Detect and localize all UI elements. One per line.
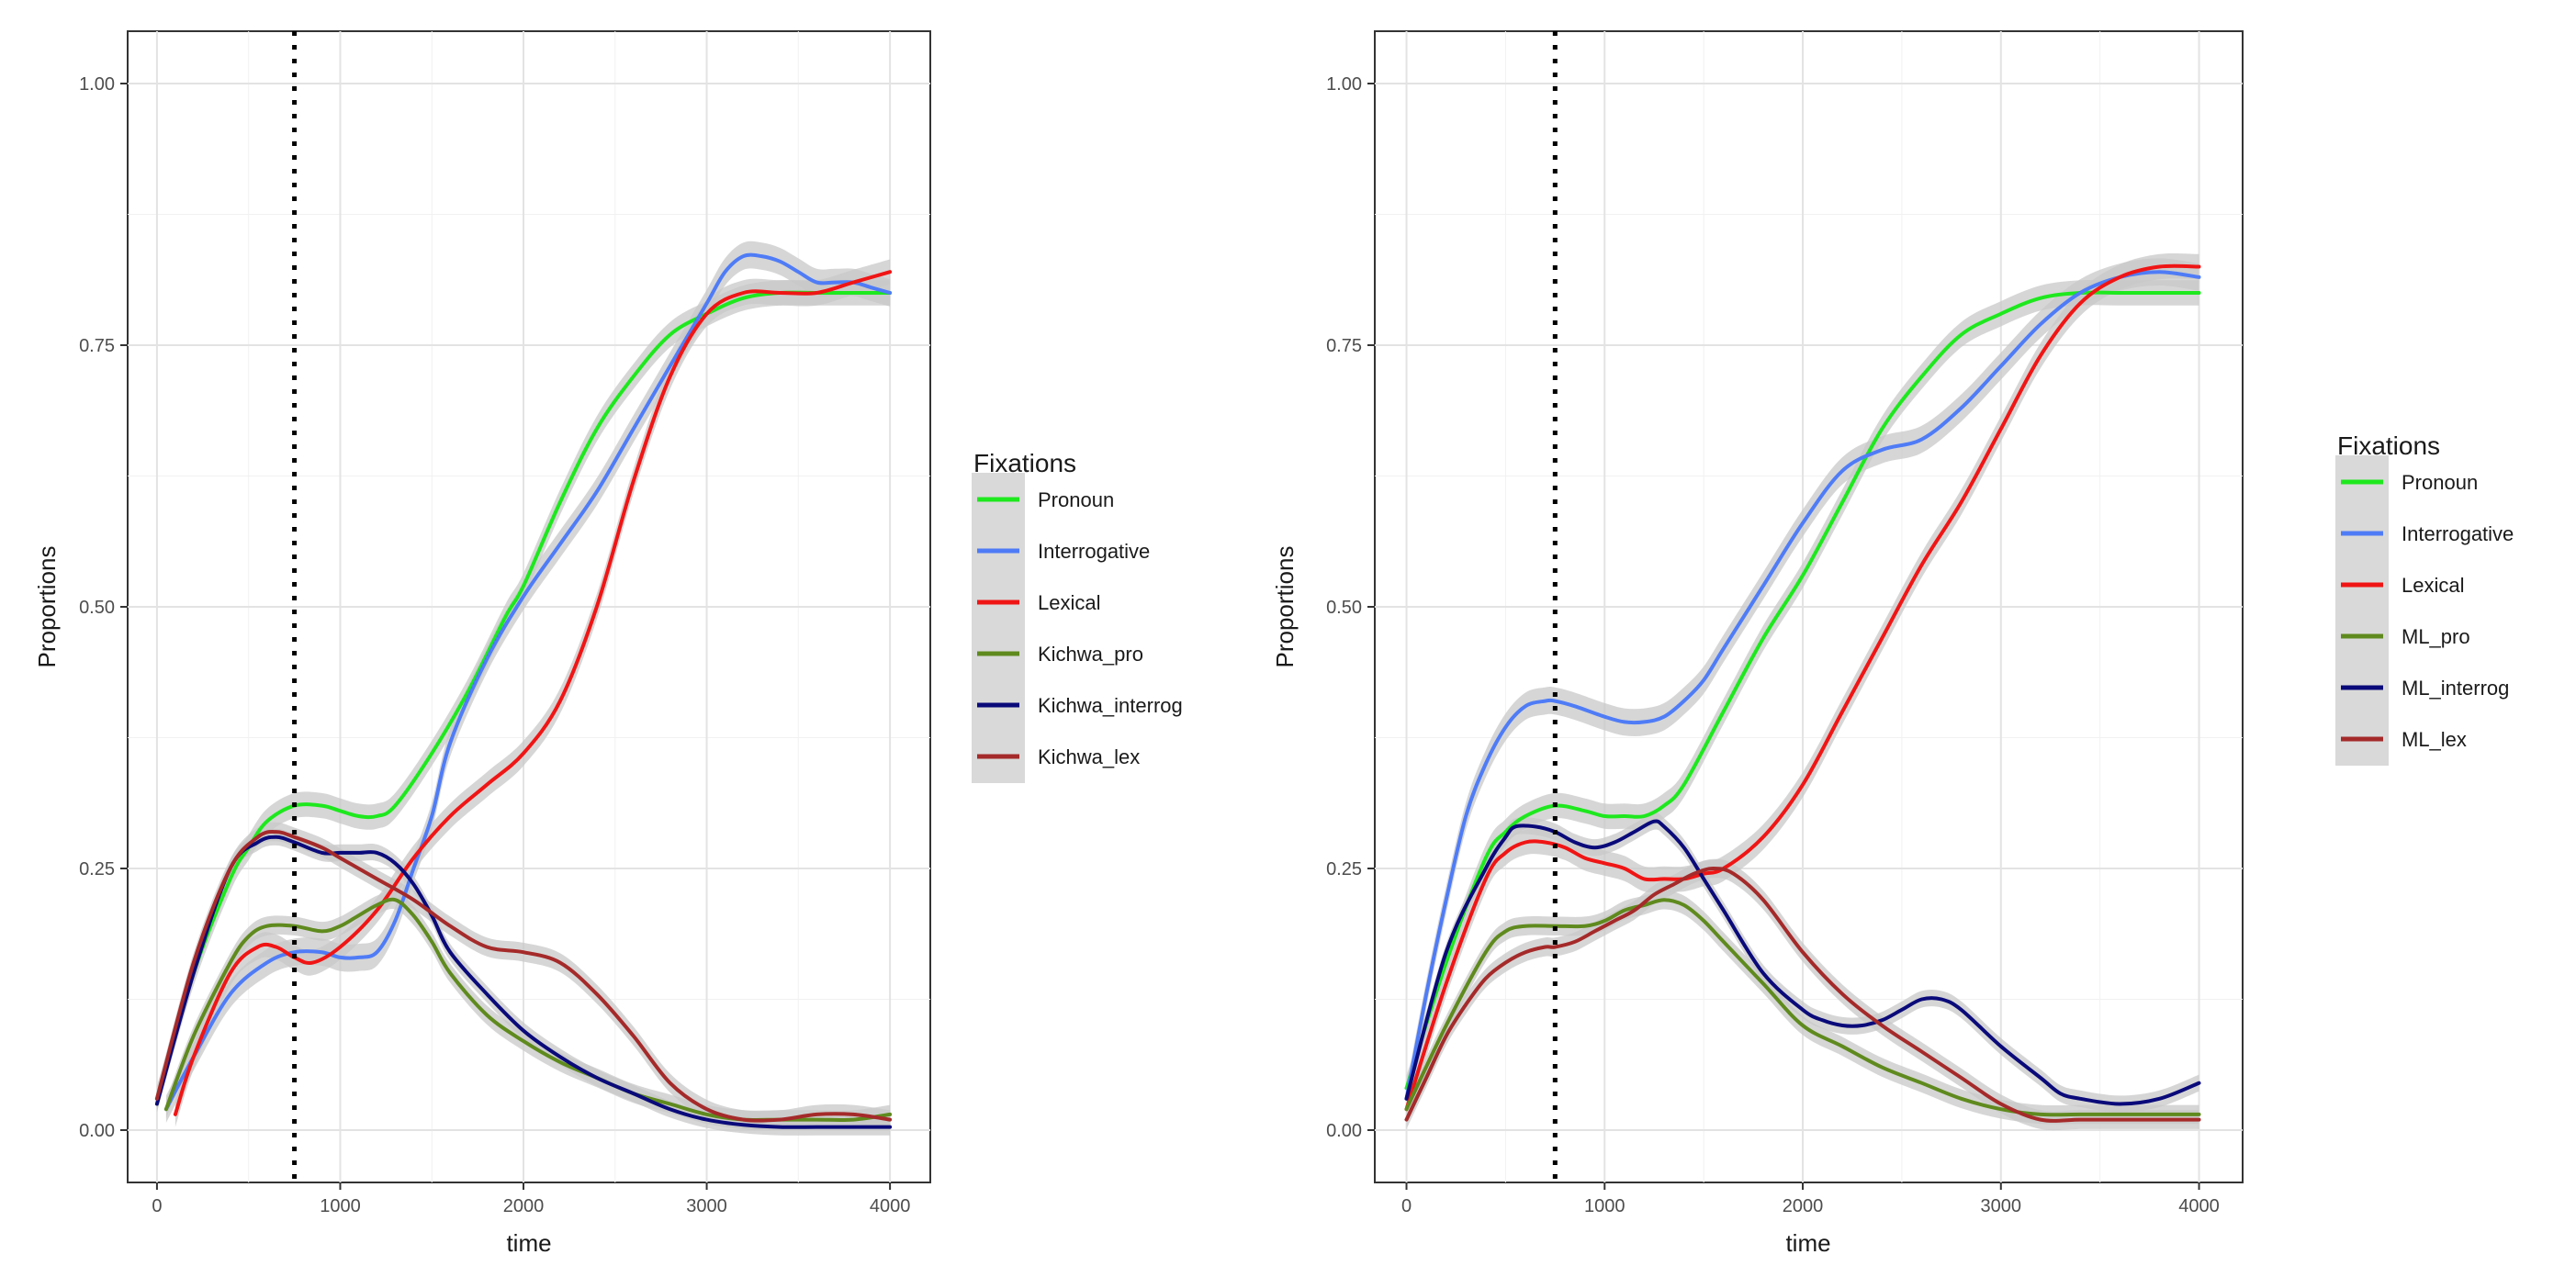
x-tick-label: 1000 [1584, 1196, 1625, 1216]
series-line-ml-pro [1404, 898, 2201, 1117]
panel-1-gridlines [128, 31, 930, 1182]
series-line-lexical [1404, 263, 2201, 1112]
series-line-ml-interrog [1404, 819, 2201, 1106]
y-tick-label: 0.00 [79, 1121, 115, 1141]
x-tick-label: 3000 [1981, 1196, 2022, 1216]
legend-label: Pronoun [1038, 488, 1114, 511]
panel-2-legend-entries: Pronoun Interrogative Lexical ML_pro ML_inte… [2335, 455, 2514, 766]
legend-label: ML_interrog [2402, 677, 2509, 700]
y-tick-label: 0.50 [79, 598, 115, 618]
panel-2-y-axis-title: Proportions [1271, 546, 1299, 668]
y-tick-label: 0.25 [79, 859, 115, 879]
panel-2-y-ticks: 0.00 0.25 0.50 0.75 1.00 [1326, 74, 1375, 1141]
x-tick-label: 1000 [320, 1196, 361, 1216]
legend-label: Lexical [2402, 574, 2464, 597]
chart-panel-2: 0 1000 2000 3000 4000 0.00 0.25 0.50 0.75 1.00 t… [1271, 30, 2514, 1257]
legend-label: Interrogative [2402, 522, 2514, 545]
y-tick-label: 0.75 [79, 336, 115, 356]
y-tick-label: 0.75 [1326, 336, 1362, 356]
y-tick-label: 1.00 [1326, 74, 1362, 95]
x-tick-label: 2000 [503, 1196, 545, 1216]
x-tick-label: 4000 [2178, 1196, 2220, 1216]
x-tick-label: 4000 [870, 1196, 911, 1216]
series-line-lexical [173, 270, 893, 1116]
panel-1-x-axis-title: time [506, 1229, 551, 1257]
panel-1-legend-title: Fixations [973, 449, 1076, 477]
series-line-interrogative [163, 252, 893, 1112]
legend-label: Kichwa_pro [1038, 643, 1143, 666]
panel-2-x-axis-title: time [1785, 1229, 1830, 1257]
x-tick-label: 0 [152, 1196, 162, 1216]
panel-2-legend: Fixations Pronoun Interrogative Lexical ML_… [2335, 431, 2514, 766]
y-tick-label: 0.25 [1326, 859, 1362, 879]
legend-key-background [2335, 455, 2389, 766]
y-tick-label: 0.00 [1326, 1121, 1362, 1141]
legend-label: ML_pro [2402, 625, 2470, 648]
legend-key-background [972, 473, 1025, 783]
panel-1-legend-entries: Pronoun Interrogative Lexical Kichwa_pro Kic… [972, 473, 1183, 783]
panel-1-y-axis-title: Proportions [33, 546, 61, 668]
legend-label: Lexical [1038, 591, 1100, 614]
panel-1-legend: Fixations Pronoun Interrogative Lexical Kic… [972, 449, 1183, 783]
panel-2-gridlines [1375, 31, 2243, 1182]
series-line-interrogative [1404, 270, 2201, 1101]
x-tick-label: 3000 [686, 1196, 727, 1216]
x-tick-label: 0 [1401, 1196, 1412, 1216]
chart-panel-1: 0 1000 2000 3000 4000 0.00 0.25 0.50 0.75 1.00 t… [33, 30, 1183, 1257]
legend-label: ML_lex [2402, 728, 2467, 751]
y-tick-label: 0.50 [1326, 598, 1362, 618]
series-line-pronoun [154, 290, 893, 1101]
x-tick-label: 2000 [1783, 1196, 1824, 1216]
panel-2-series-lines [1404, 263, 2201, 1123]
legend-label: Interrogative [1038, 540, 1150, 563]
panel-2-legend-title: Fixations [2337, 431, 2440, 460]
series-line-kichwa-lex [154, 830, 893, 1123]
series-line-pronoun [1404, 290, 2201, 1091]
panel-2-x-ticks: 0 1000 2000 3000 4000 [1401, 1182, 2220, 1216]
panel-1-x-ticks: 0 1000 2000 3000 4000 [152, 1182, 910, 1216]
legend-label: Pronoun [2402, 471, 2478, 494]
panel-1-series-lines [154, 252, 893, 1129]
panel-1-y-ticks: 0.00 0.25 0.50 0.75 1.00 [79, 74, 128, 1141]
legend-label: Kichwa_lex [1038, 745, 1140, 768]
legend-label: Kichwa_interrog [1038, 694, 1183, 717]
series-line-ml-lex [1404, 867, 2201, 1123]
y-tick-label: 1.00 [79, 74, 115, 95]
series-line-kichwa-interrog [154, 835, 893, 1129]
